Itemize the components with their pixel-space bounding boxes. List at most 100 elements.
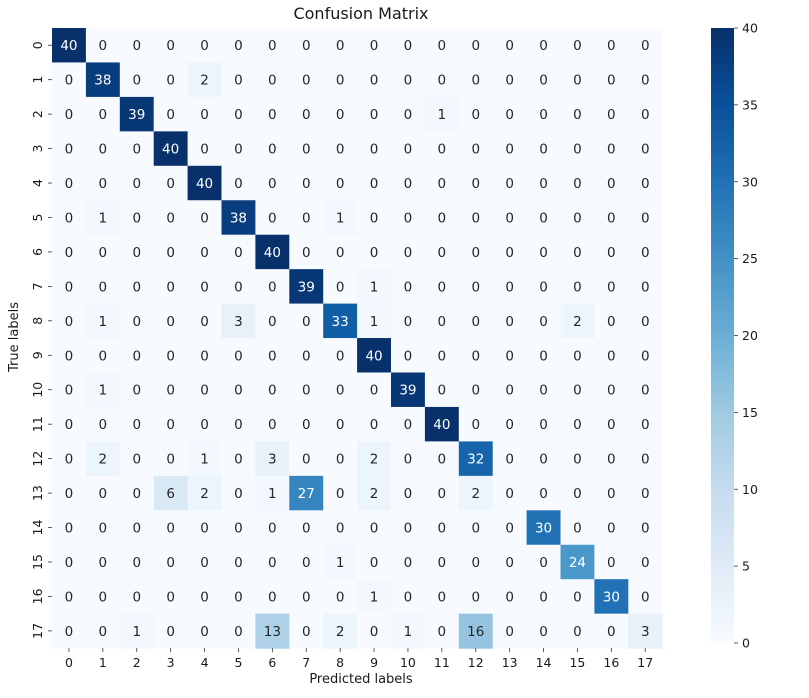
cell-value-label: 0 — [336, 176, 345, 192]
heatmap-cell — [289, 62, 324, 98]
x-tick-label: 1 — [99, 655, 107, 670]
cell-value-label: 0 — [471, 38, 480, 54]
cell-value-label: 0 — [438, 142, 447, 158]
cell-value-label: 0 — [268, 176, 277, 192]
cell-value-label: 2 — [471, 486, 480, 502]
heatmap-cell — [628, 544, 663, 580]
cell-value-label: 1 — [200, 452, 209, 468]
cell-value-label: 0 — [336, 38, 345, 54]
heatmap-cell — [458, 613, 494, 649]
heatmap-cell — [628, 510, 663, 546]
cell-value-label: 0 — [471, 589, 480, 605]
heatmap-cell — [52, 200, 87, 236]
heatmap-cell — [119, 269, 155, 305]
y-tick-label: 11 — [30, 416, 45, 432]
cell-value-label: 27 — [298, 486, 315, 502]
heatmap-cell — [628, 406, 663, 442]
heatmap-cell — [628, 475, 663, 511]
y-axis-label: True labels — [7, 302, 22, 373]
heatmap-cell — [391, 579, 426, 615]
cell-value-label: 39 — [298, 279, 315, 295]
cell-value-label: 0 — [641, 279, 650, 295]
cell-value-label: 2 — [99, 452, 108, 468]
heatmap-cell — [289, 269, 324, 305]
colorbar-tick-label: 40 — [742, 21, 758, 36]
heatmap-cell — [323, 200, 358, 236]
cell-value-label: 0 — [505, 624, 514, 640]
heatmap-cell — [187, 613, 223, 649]
heatmap-cell — [628, 303, 663, 339]
heatmap-cell — [357, 131, 392, 167]
heatmap-cell — [424, 131, 460, 167]
heatmap-cell — [52, 475, 87, 511]
x-tick-label: 5 — [234, 655, 242, 670]
heatmap-cell — [357, 303, 392, 339]
heatmap-cell — [119, 510, 155, 546]
heatmap-cell — [492, 165, 528, 201]
cell-value-label: 0 — [302, 107, 311, 123]
cell-value-label: 0 — [573, 348, 582, 364]
heatmap-cell — [526, 510, 562, 546]
cell-value-label: 0 — [336, 589, 345, 605]
heatmap-cell — [85, 303, 121, 339]
cell-value-label: 0 — [302, 624, 311, 640]
x-axis-label: Predicted labels — [309, 672, 413, 687]
y-tick-label: 0 — [30, 41, 45, 49]
heatmap-cell — [289, 613, 324, 649]
cell-value-label: 0 — [505, 589, 514, 605]
cell-value-label: 0 — [404, 314, 413, 330]
heatmap-cell — [119, 338, 155, 374]
heatmap-cell — [52, 510, 87, 546]
heatmap-cell — [458, 372, 494, 408]
cell-value-label: 1 — [99, 383, 108, 399]
cell-value-label: 0 — [404, 176, 413, 192]
heatmap-cell — [424, 406, 460, 442]
heatmap-cell — [526, 441, 562, 477]
heatmap-cell — [492, 338, 528, 374]
cell-value-label: 13 — [264, 624, 281, 640]
heatmap-cell — [153, 303, 189, 339]
cell-value-label: 0 — [234, 73, 243, 89]
cell-value-label: 0 — [471, 176, 480, 192]
cell-value-label: 0 — [99, 142, 108, 158]
heatmap-cell — [187, 441, 223, 477]
heatmap-cell — [628, 234, 663, 270]
colorbar-tick-label: 20 — [742, 328, 758, 343]
cell-value-label: 0 — [234, 279, 243, 295]
heatmap-cell — [85, 96, 121, 132]
cell-value-label: 0 — [505, 176, 514, 192]
cell-value-label: 0 — [200, 38, 209, 54]
cell-value-label: 0 — [471, 142, 480, 158]
heatmap-cell — [594, 28, 629, 64]
cell-value-label: 0 — [471, 521, 480, 537]
heatmap-cell — [255, 200, 290, 236]
cell-value-label: 0 — [336, 417, 345, 433]
colorbar-tick-label: 25 — [742, 251, 758, 266]
heatmap-cell — [560, 165, 595, 201]
cell-value-label: 2 — [200, 73, 209, 89]
x-tick-label: 7 — [302, 655, 310, 670]
y-tick-label: 6 — [30, 248, 45, 256]
heatmap-cell — [153, 441, 189, 477]
heatmap-cell — [255, 544, 290, 580]
heatmap-cell — [221, 372, 256, 408]
heatmap-cell — [85, 510, 121, 546]
heatmap-cell — [289, 338, 324, 374]
cell-value-label: 1 — [336, 210, 345, 226]
cell-value-label: 0 — [641, 142, 650, 158]
cell-value-label: 0 — [505, 142, 514, 158]
heatmap-cell — [391, 131, 426, 167]
cell-value-label: 0 — [573, 73, 582, 89]
heatmap-cell — [255, 372, 290, 408]
heatmap-cell — [458, 165, 494, 201]
heatmap-cell — [458, 96, 494, 132]
cell-value-label: 0 — [404, 555, 413, 571]
heatmap-cell — [85, 441, 121, 477]
heatmap-cell — [357, 96, 392, 132]
cell-value-label: 0 — [99, 589, 108, 605]
cell-value-label: 0 — [438, 555, 447, 571]
y-tick-label: 1 — [30, 76, 45, 84]
cell-value-label: 0 — [370, 555, 379, 571]
heatmap-cell — [560, 475, 595, 511]
